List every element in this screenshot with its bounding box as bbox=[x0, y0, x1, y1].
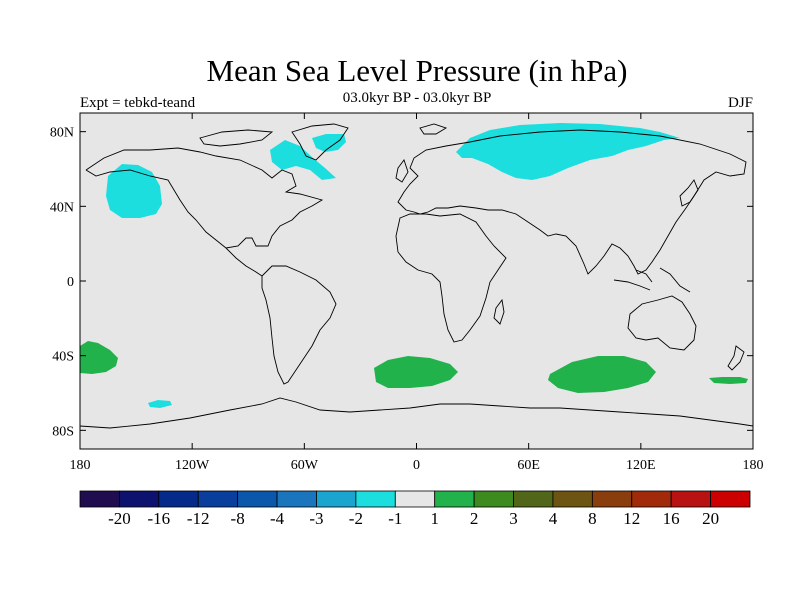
colorbar-box bbox=[316, 490, 357, 508]
anomaly-greenland-sea bbox=[312, 134, 346, 152]
lat-tick-label: 0 bbox=[67, 275, 74, 290]
colorbar-label: 12 bbox=[623, 509, 640, 528]
lon-tick-label: 120E bbox=[626, 458, 656, 473]
colorbar-box bbox=[513, 490, 554, 508]
coast-svalbard bbox=[419, 123, 448, 135]
anomaly-tasman-sea bbox=[709, 377, 748, 384]
colorbar-label: 4 bbox=[549, 509, 558, 528]
coast-australia bbox=[627, 295, 697, 351]
lon-tick-label: 60E bbox=[517, 458, 540, 473]
map-axes: 80N 40N 0 40S 80S 180 120W 60W 0 60E 120E 180 bbox=[50, 113, 764, 473]
lon-tick-label: 120W bbox=[175, 458, 210, 473]
colorbar-label: -20 bbox=[108, 509, 131, 528]
map-background bbox=[80, 113, 753, 449]
colorbar-label: -4 bbox=[270, 509, 285, 528]
colorbar-label: 3 bbox=[509, 509, 518, 528]
map-panel: 80N 40N 0 40S 80S 180 120W 60W 0 60E 120E 180 bbox=[50, 112, 764, 473]
coast-greenland bbox=[291, 123, 349, 161]
coast-north-america bbox=[85, 147, 324, 249]
anomaly-south-atlantic bbox=[374, 356, 458, 388]
colorbar-box bbox=[394, 490, 436, 508]
colorbar-box bbox=[631, 490, 672, 508]
anomaly-fill-layer bbox=[80, 123, 748, 408]
lat-tick-label: 40N bbox=[50, 200, 74, 215]
colorbar-label: -8 bbox=[231, 509, 245, 528]
lon-tick-label: 0 bbox=[413, 458, 420, 473]
colorbar: -20 -16 -12 -8 -4 -3 -2 -1 1 2 3 4 8 12 16 20 bbox=[79, 490, 751, 528]
coast-eurasia bbox=[397, 129, 747, 275]
anomaly-north-pacific bbox=[106, 164, 162, 218]
experiment-label: Expt = tebkd-teand bbox=[80, 95, 196, 111]
colorbar-label: -2 bbox=[349, 509, 363, 528]
colorbar-label: 20 bbox=[702, 509, 719, 528]
colorbar-label: 1 bbox=[430, 509, 439, 528]
colorbar-label: -16 bbox=[147, 509, 170, 528]
coast-japan bbox=[679, 179, 699, 207]
colorbar-box bbox=[276, 490, 317, 508]
colorbar-box bbox=[237, 490, 278, 508]
colorbar-box bbox=[670, 490, 711, 508]
coast-africa bbox=[395, 213, 507, 343]
colorbar-label: 16 bbox=[663, 509, 680, 528]
lon-tick-label: 180 bbox=[743, 458, 764, 473]
colorbar-box bbox=[197, 490, 239, 508]
colorbar-label: 8 bbox=[588, 509, 597, 528]
anomaly-labrador bbox=[270, 140, 336, 180]
period-label: 03.0kyr BP - 03.0kyr BP bbox=[343, 90, 492, 106]
season-label: DJF bbox=[728, 95, 753, 111]
colorbar-box bbox=[79, 490, 120, 508]
lat-tick-label: 80N bbox=[50, 126, 74, 141]
coast-indonesia bbox=[613, 267, 691, 293]
colorbar-box bbox=[710, 490, 751, 508]
colorbar-box bbox=[591, 490, 633, 508]
lon-tick-label: 180 bbox=[70, 458, 91, 473]
colorbar-label: 2 bbox=[470, 509, 479, 528]
lat-tick-label: 80S bbox=[52, 424, 74, 439]
colorbar-label: -3 bbox=[309, 509, 323, 528]
lon-tick-label: 60W bbox=[291, 458, 319, 473]
page-title: Mean Sea Level Pressure (in hPa) bbox=[207, 53, 628, 88]
coast-canadian-arctic bbox=[199, 129, 274, 147]
colorbar-box bbox=[434, 490, 475, 508]
colorbar-box bbox=[119, 490, 160, 508]
anomaly-indian-ocean bbox=[548, 356, 656, 393]
coast-central-america bbox=[225, 247, 263, 277]
colorbar-label: -12 bbox=[187, 509, 210, 528]
colorbar-box bbox=[473, 490, 514, 508]
anomaly-south-pacific-west bbox=[80, 341, 118, 374]
coast-new-zealand bbox=[727, 345, 745, 371]
colorbar-label: -1 bbox=[388, 509, 402, 528]
colorbar-box bbox=[355, 490, 396, 508]
coast-antarctica bbox=[80, 397, 753, 429]
coast-south-america bbox=[261, 265, 337, 385]
coast-madagascar bbox=[493, 298, 505, 325]
coast-uk bbox=[395, 159, 409, 183]
colorbar-box bbox=[552, 490, 593, 508]
lat-tick-label: 40S bbox=[52, 350, 74, 365]
anomaly-south-pacific-small bbox=[148, 400, 172, 408]
coastlines bbox=[80, 123, 753, 429]
colorbar-box bbox=[158, 490, 199, 508]
anomaly-eurasia bbox=[456, 123, 680, 180]
